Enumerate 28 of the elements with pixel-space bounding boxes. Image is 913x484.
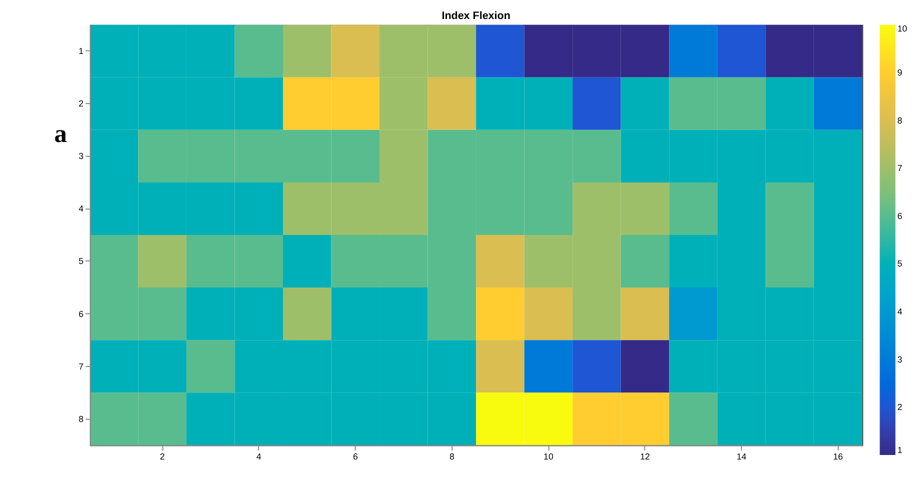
- y-tick-label: 7: [78, 361, 84, 372]
- x-tick-label: 10: [544, 451, 554, 462]
- x-tick-label: 2: [160, 451, 165, 462]
- y-tick-label: 6: [78, 308, 84, 319]
- y-tick-label: 4: [78, 204, 84, 214]
- y-tick-label: 5: [78, 256, 84, 266]
- color-bar-label: 5: [897, 258, 902, 269]
- x-tick-label: 6: [352, 451, 358, 462]
- color-bar-label: 10: [897, 24, 908, 34]
- x-tick-label: 4: [256, 451, 262, 462]
- y-tick-label: 1: [78, 46, 84, 56]
- color-bar-label: 9: [897, 68, 902, 78]
- color-bar-label: 7: [897, 163, 902, 174]
- x-tick-label: 14: [736, 451, 746, 462]
- color-bar-label: 3: [897, 354, 902, 364]
- color-bar-label: 6: [897, 210, 902, 221]
- color-bar-label: 2: [897, 402, 902, 412]
- y-tick-label: 8: [78, 414, 84, 424]
- color-bar-label: 4: [897, 306, 902, 317]
- x-tick-label: 16: [833, 451, 844, 462]
- text: a: [54, 120, 68, 148]
- color-bar-label: 1: [897, 444, 902, 455]
- x-tick-label: 12: [640, 451, 650, 462]
- chart-title: Index Flexion: [442, 10, 510, 22]
- y-tick-label: 3: [78, 151, 84, 162]
- y-tick-label: 2: [78, 98, 84, 109]
- x-tick-label: 8: [449, 451, 454, 462]
- color-bar-label: 8: [897, 115, 902, 126]
